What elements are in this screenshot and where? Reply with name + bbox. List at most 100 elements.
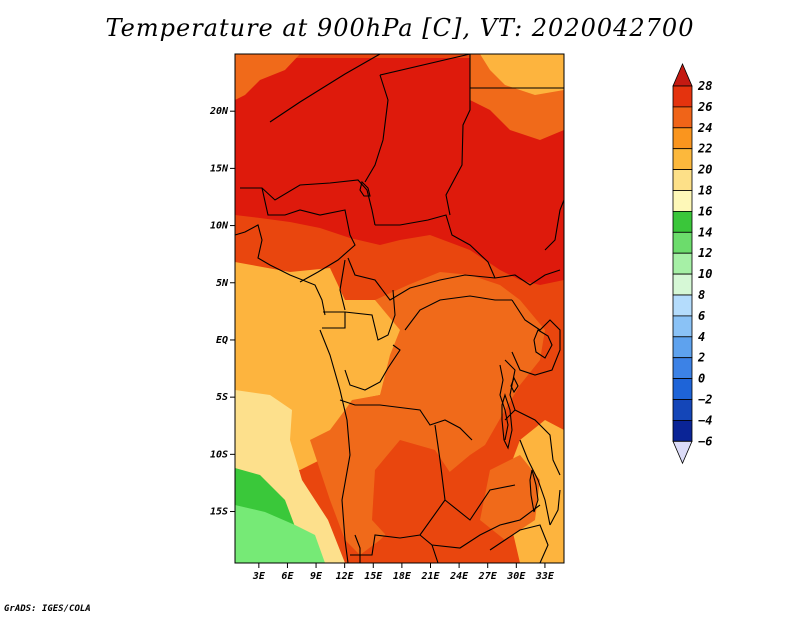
- border-mozambique: [549, 489, 561, 526]
- colorbar-segment: [672, 336, 693, 359]
- colorbar-label: 14: [698, 225, 712, 239]
- grads-credit: GrADS: IGES/COLA: [4, 604, 91, 614]
- border-namibia: [354, 534, 361, 563]
- x-tick-label: 3E: [252, 571, 266, 582]
- border-uganda: [511, 299, 561, 376]
- y-tick-label: 15N: [210, 163, 229, 174]
- border-gabon-congo: [344, 289, 396, 341]
- colorbar-label: 12: [698, 246, 712, 260]
- x-tick-label: 21E: [420, 571, 440, 582]
- border-drc-congo: [344, 344, 401, 391]
- x-tick-label: 30E: [506, 571, 526, 582]
- colorbar-segment: [672, 85, 693, 108]
- border-drc-north: [404, 295, 512, 331]
- lake-malawi: [529, 469, 539, 513]
- border-niger-chad: [364, 74, 389, 183]
- colorbar-segment: [672, 190, 693, 212]
- colorbar-segment: [672, 294, 693, 317]
- colorbar-label: 16: [698, 204, 712, 218]
- colorbar-label: 22: [697, 142, 712, 156]
- border-car-south: [347, 257, 496, 301]
- temp-region-hot-south: [372, 440, 455, 545]
- lake-kivu: [510, 376, 519, 394]
- border-nigeria: [261, 187, 356, 283]
- colorbar-segment: [672, 106, 693, 129]
- colorbar-label: 4: [698, 330, 705, 344]
- border-chad-car: [375, 214, 496, 279]
- x-tick-label: 6E: [281, 571, 294, 582]
- colorbar-segment: [672, 252, 693, 275]
- border-ethiopia: [544, 199, 565, 251]
- colorbar-label: −2: [698, 393, 712, 407]
- border-angola-drc: [434, 424, 516, 521]
- colorbar-segment: [672, 210, 693, 233]
- colorbar-label: 6: [698, 309, 705, 323]
- border-tanzania: [514, 409, 561, 476]
- colorbar-segment: [672, 169, 693, 191]
- colorbar-label: 8: [698, 288, 705, 302]
- border-botswana: [431, 544, 439, 564]
- border-chad-libya: [379, 53, 471, 76]
- colorbar-segment: [672, 273, 693, 296]
- border-south-sudan: [494, 269, 561, 286]
- colorbar-bottom-triangle: [672, 440, 693, 465]
- colorbar-label: 28: [697, 79, 712, 93]
- chart-title: Temperature at 900hPa [C], VT: 202004270…: [105, 14, 695, 42]
- border-mali-niger: [269, 53, 381, 123]
- colorbar-segment: [672, 378, 693, 400]
- y-tick-label: EQ: [216, 335, 228, 346]
- border-eq-guinea: [322, 311, 346, 329]
- border-zimbabwe: [489, 524, 549, 564]
- map-frame: [234, 53, 565, 564]
- colorbar-label: 20: [697, 163, 712, 177]
- colorbar-label: −6: [698, 434, 712, 448]
- temp-region-ne-cool: [480, 54, 564, 95]
- y-tick-label: 10N: [210, 221, 229, 232]
- colorbar-segment: [672, 148, 693, 170]
- x-tick-label: 9E: [310, 571, 323, 582]
- x-tick-label: 12E: [336, 571, 355, 582]
- colorbar-label: 0: [698, 372, 705, 386]
- colorbar-segment: [672, 127, 693, 150]
- colorbar-label: 24: [697, 121, 712, 135]
- colorbar-label: 10: [698, 267, 712, 281]
- colorbar-segment: [672, 315, 693, 338]
- colorbar-segment: [672, 231, 693, 254]
- temp-region-sahel-core: [235, 58, 564, 285]
- temperature-field: [235, 54, 564, 563]
- y-tick-label: 5S: [216, 392, 228, 403]
- colorbar-label: 2: [697, 351, 705, 365]
- y-tick-label: 15S: [210, 507, 228, 518]
- temp-region-far-southwest: [235, 505, 325, 563]
- border-sudan-chad: [445, 54, 471, 216]
- map-axes: 3E 6E 9E 12E 15E 18E 21E 24E 27E 30E 33E 20N 15N 10N 5…: [209, 53, 565, 582]
- temp-region-congo: [310, 272, 545, 555]
- border-angola-zambia: [350, 499, 446, 556]
- colorbar-label: 26: [697, 100, 712, 114]
- y-tick-label: 10S: [210, 449, 228, 460]
- border-sahel-west: [240, 179, 376, 226]
- colorbar-label: −4: [698, 413, 712, 427]
- lake-victoria: [533, 329, 553, 359]
- x-tick-label: 33E: [535, 571, 555, 582]
- x-tick-label: 27E: [478, 571, 498, 582]
- border-drc-south: [339, 399, 473, 441]
- colorbar-label: 18: [698, 184, 712, 198]
- border-cameroon-east: [339, 259, 346, 311]
- x-tick-label: 18E: [393, 571, 412, 582]
- border-coast-west: [234, 224, 326, 316]
- x-tick-label: 15E: [364, 571, 383, 582]
- border-coast-southwest: [319, 329, 351, 564]
- country-borders: [234, 53, 565, 564]
- temp-region-nw-warm: [235, 54, 300, 100]
- colorbar-segment: [672, 419, 693, 442]
- temp-region-east-mild: [480, 455, 540, 540]
- colorbar-top-triangle: [672, 62, 693, 87]
- border-rwanda: [504, 359, 516, 421]
- border-malawi: [519, 439, 551, 526]
- lake-tanganyika: [501, 393, 513, 450]
- x-tick-label: 24E: [449, 571, 469, 582]
- lake-chad: [359, 180, 371, 197]
- y-tick-label: 20N: [209, 106, 229, 117]
- y-tick-label: 5N: [216, 278, 229, 289]
